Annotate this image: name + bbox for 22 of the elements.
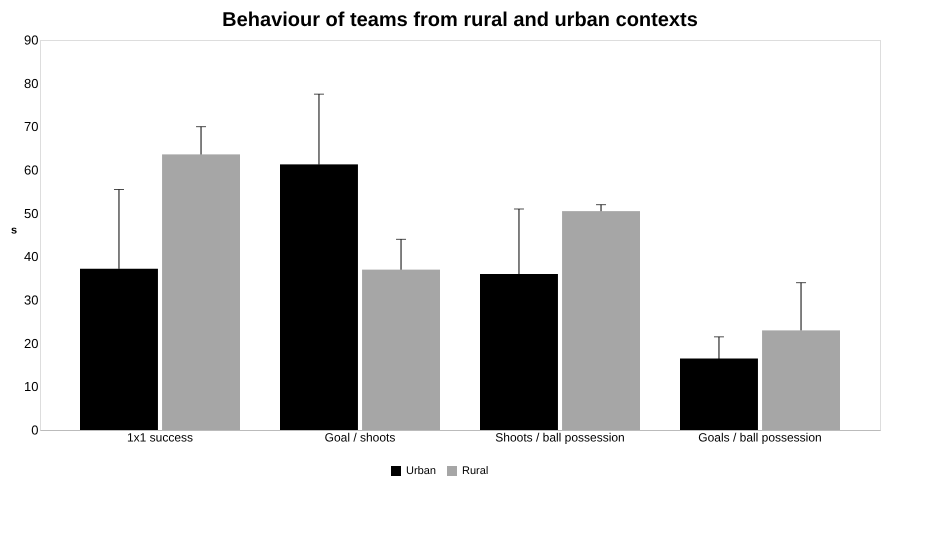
- y-tick-label: 80: [24, 76, 38, 91]
- y-tick-label: 70: [24, 119, 38, 134]
- y-tick-label: 50: [24, 206, 38, 221]
- y-axis-title: s: [10, 224, 18, 236]
- chart-title: Behaviour of teams from rural and urban contexts: [222, 9, 698, 31]
- legend-label: Urban: [406, 465, 436, 477]
- x-tick-label: Goal / shoots: [324, 430, 396, 444]
- x-tick-label: Shoots / ball possession: [495, 430, 625, 444]
- legend-label: Rural: [462, 465, 488, 477]
- x-tick-label: 1x1 success: [126, 430, 194, 444]
- bar: [162, 154, 240, 430]
- y-tick-label: 10: [24, 379, 38, 394]
- y-tick-label: 90: [24, 32, 38, 48]
- y-tick-label: 40: [24, 249, 38, 264]
- y-tick-label: 0: [31, 422, 38, 438]
- bar: [362, 270, 440, 430]
- y-tick-label: 60: [24, 162, 38, 178]
- x-tick-label: Goals / ball possession: [698, 430, 822, 444]
- y-tick-label: 30: [24, 292, 38, 308]
- bar: [762, 330, 840, 430]
- bar: [562, 211, 640, 430]
- y-tick-label: 20: [24, 336, 38, 351]
